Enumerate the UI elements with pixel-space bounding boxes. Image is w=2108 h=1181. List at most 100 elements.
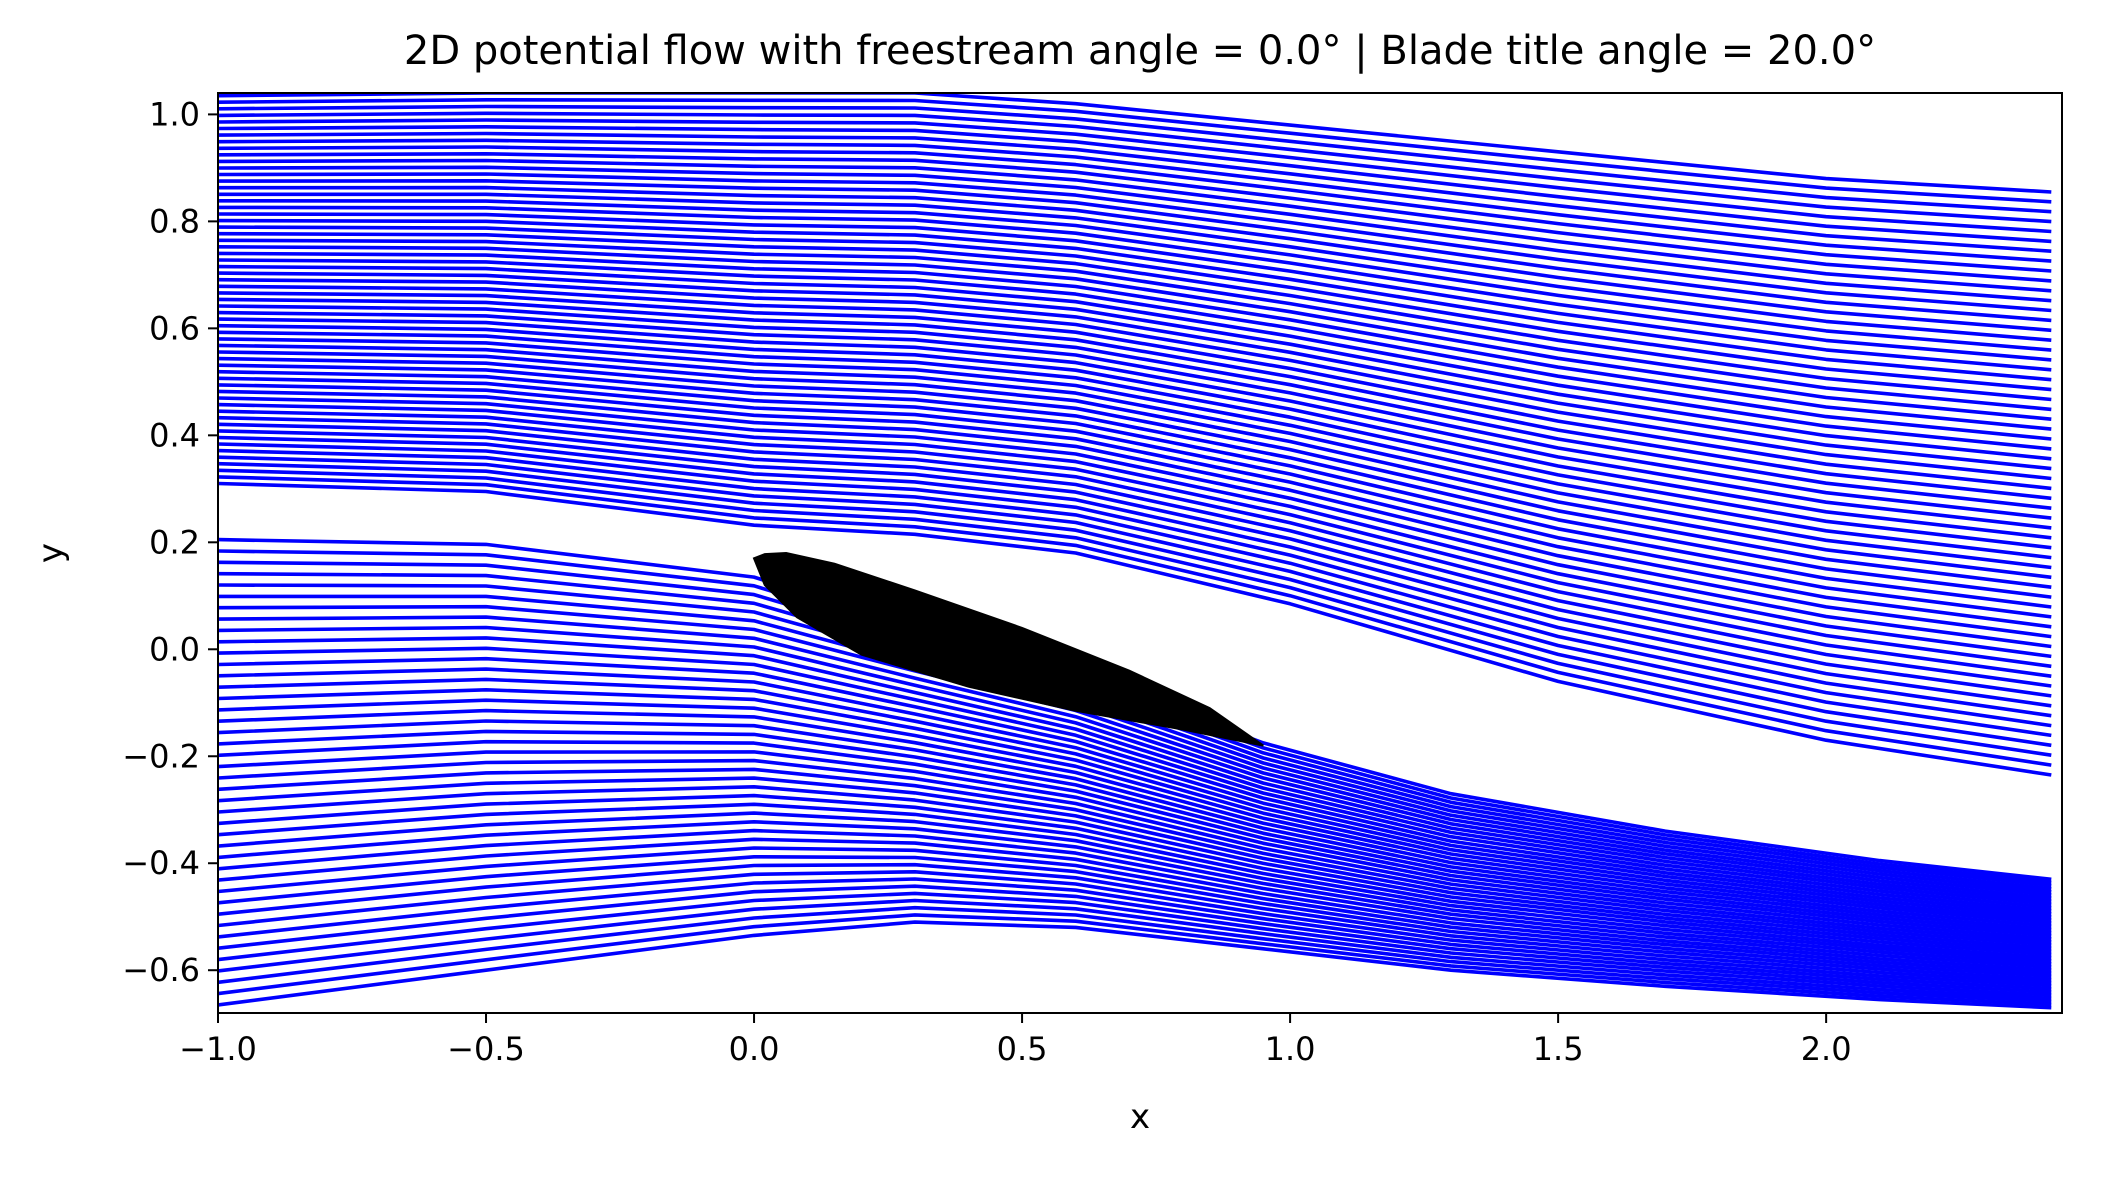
streamline-upper	[218, 422, 2052, 688]
y-tick-label: 0.6	[149, 309, 200, 347]
y-tick-label: 0.2	[149, 523, 200, 561]
streamline-lower	[218, 604, 2052, 900]
streamline-upper	[218, 409, 2052, 669]
streamline-lower	[218, 758, 2052, 947]
streamline-lower	[218, 767, 2052, 950]
streamline-upper	[218, 330, 2052, 550]
streamline-lower	[218, 877, 2052, 991]
streamline-lower	[218, 625, 2052, 907]
streamline-upper	[218, 271, 2052, 461]
y-axis-ticks: −0.6 −0.4 −0.2 0.0 0.2 0.4 0.6 0.8 1.0	[122, 95, 218, 989]
streamline-lower	[218, 862, 2052, 985]
streamline-lower	[218, 837, 2052, 975]
streamline-lower	[218, 594, 2052, 897]
streamline-upper	[218, 481, 2052, 777]
streamline-upper	[218, 310, 2052, 520]
streamline-upper	[218, 317, 2052, 530]
streamline-lower	[218, 729, 2052, 938]
streamline-lower	[218, 646, 2052, 913]
y-axis-label: y	[31, 543, 71, 563]
streamline-lower	[218, 846, 2052, 979]
streamline-upper	[218, 356, 2052, 589]
streamline-upper	[218, 165, 2052, 303]
streamline-lower	[218, 913, 2052, 1007]
streamline-lower	[218, 719, 2052, 935]
streamline-upper	[218, 383, 2052, 629]
streamline-lower	[218, 667, 2052, 919]
streamline-lower	[218, 891, 2052, 997]
y-tick-label: −0.6	[122, 951, 200, 989]
streamline-upper	[218, 363, 2052, 599]
streamline-upper	[218, 118, 2052, 234]
streamline-upper	[218, 429, 2052, 698]
streamline-lower	[218, 750, 2052, 944]
streamline-lower	[218, 793, 2052, 960]
streamline-upper	[218, 158, 2052, 293]
streamline-upper	[218, 284, 2052, 481]
streamline-upper	[218, 264, 2052, 451]
streamline-upper	[218, 468, 2052, 757]
streamline-upper	[218, 396, 2052, 649]
plot-area	[218, 93, 2052, 1010]
streamline-lower	[218, 615, 2052, 903]
streamline-upper	[218, 131, 2052, 253]
y-tick-label: 0.8	[149, 202, 200, 240]
chart-title: 2D potential flow with freestream angle …	[404, 28, 1876, 74]
streamline-upper	[218, 111, 2052, 224]
streamline-upper	[218, 337, 2052, 560]
streamline-lower	[218, 688, 2052, 925]
streamline-upper	[218, 93, 2052, 194]
streamline-upper	[218, 461, 2052, 748]
streamline-upper	[218, 251, 2052, 431]
streamline-upper	[218, 291, 2052, 491]
x-tick-label: 2.0	[1801, 1030, 1852, 1068]
streamline-lower	[218, 905, 2052, 1004]
streamline-upper	[218, 199, 2052, 352]
y-tick-label: −0.2	[122, 737, 200, 775]
streamline-upper	[218, 138, 2052, 263]
streamline-upper	[218, 389, 2052, 639]
streamline-lower	[218, 811, 2052, 966]
y-tick-label: 0.4	[149, 416, 200, 454]
streamline-lower	[218, 870, 2052, 988]
streamline-lower	[218, 828, 2052, 972]
streamline-upper	[218, 104, 2052, 214]
streamline-upper	[218, 172, 2052, 313]
streamline-upper	[218, 218, 2052, 382]
streamline-lower	[218, 785, 2052, 957]
streamline-upper	[218, 145, 2052, 273]
streamline-upper	[218, 192, 2052, 342]
streamline-upper	[218, 415, 2052, 678]
x-tick-label: 0.5	[997, 1030, 1048, 1068]
streamline-upper	[218, 323, 2052, 540]
streamline-upper	[218, 297, 2052, 501]
y-tick-label: 1.0	[149, 95, 200, 133]
streamline-lower	[218, 820, 2052, 969]
streamline-lower	[218, 677, 2052, 922]
streamline-lower	[218, 708, 2052, 932]
streamline-lower	[218, 855, 2052, 982]
streamline-upper	[218, 455, 2052, 738]
streamline-lower	[218, 698, 2052, 928]
x-tick-label: 1.5	[1533, 1030, 1584, 1068]
streamline-lower	[218, 898, 2052, 1001]
streamline-upper	[218, 225, 2052, 392]
streamline-upper	[218, 212, 2052, 372]
streamline-upper	[218, 448, 2052, 728]
streamline-upper	[218, 205, 2052, 362]
streamline-upper	[218, 238, 2052, 412]
streamline-lower	[218, 776, 2052, 954]
streamline-lower	[218, 583, 2052, 894]
x-tick-label: −1.0	[179, 1030, 257, 1068]
streamline-upper	[218, 277, 2052, 471]
streamline-upper	[218, 402, 2052, 659]
streamline-upper	[218, 475, 2052, 767]
streamline-lower	[218, 920, 2052, 1010]
streamline-upper	[218, 152, 2052, 283]
streamline-upper	[218, 185, 2052, 333]
x-axis-ticks: −1.0 −0.5 0.0 0.5 1.0 1.5 2.0	[179, 1013, 1852, 1068]
streamline-upper	[218, 231, 2052, 402]
streamline-upper	[218, 125, 2052, 244]
streamline-upper	[218, 442, 2052, 718]
